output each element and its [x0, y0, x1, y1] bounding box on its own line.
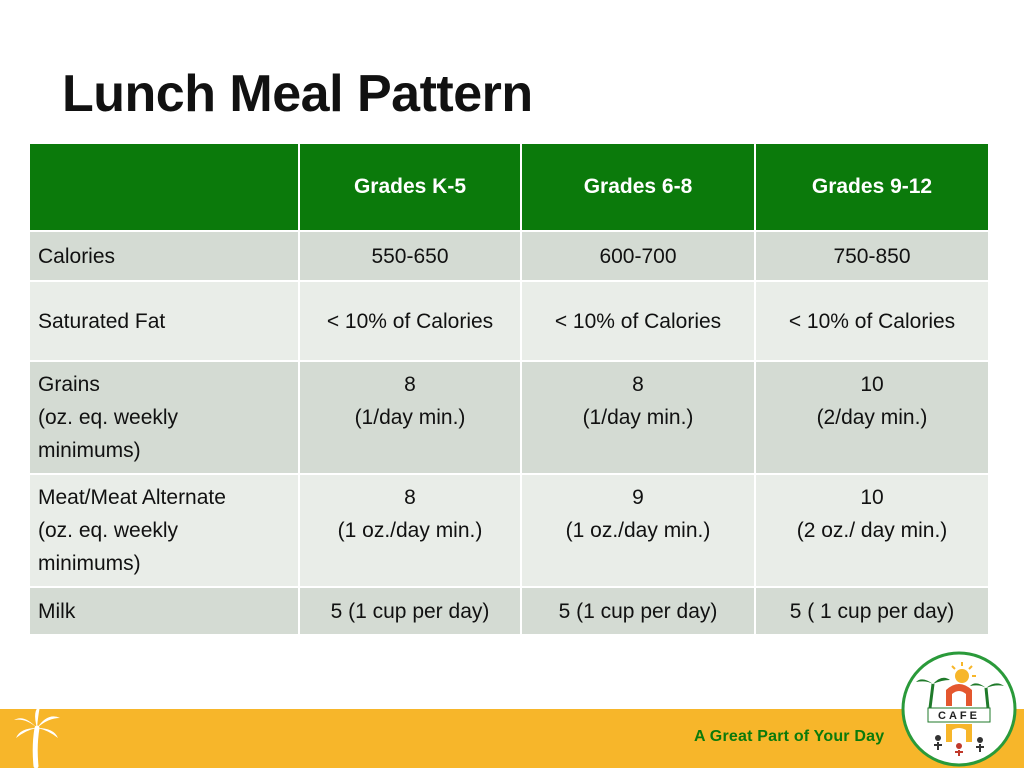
header-grades-9-12: Grades 9-12: [754, 142, 990, 232]
row-label: Milk: [28, 586, 300, 636]
slide-title: Lunch Meal Pattern: [62, 65, 533, 123]
meal-pattern-table: Grades K-5 Grades 6-8 Grades 9-12 Calori…: [28, 142, 990, 636]
header-grades-6-8: Grades 6-8: [520, 142, 756, 232]
row-label: Saturated Fat: [28, 280, 300, 362]
table-cell: 8 (1 oz./day min.): [298, 473, 522, 588]
table-cell: 10 (2 oz./ day min.): [754, 473, 990, 588]
table-row-meat: Meat/Meat Alternate (oz. eq. weekly mini…: [28, 473, 990, 588]
header-empty: [28, 142, 300, 232]
table-cell: 600-700: [520, 230, 756, 282]
table-row-milk: Milk 5 (1 cup per day) 5 (1 cup per day)…: [28, 586, 990, 636]
cafe-logo-icon: CAFE: [901, 651, 1017, 767]
table-cell: < 10% of Calories: [520, 280, 756, 362]
table-cell: 8 (1/day min.): [298, 360, 522, 475]
table-header-row: Grades K-5 Grades 6-8 Grades 9-12: [28, 142, 990, 232]
table-cell: 5 ( 1 cup per day): [754, 586, 990, 636]
table-cell: 10 (2/day min.): [754, 360, 990, 475]
table-row-calories: Calories 550-650 600-700 750-850: [28, 230, 990, 282]
row-label: Calories: [28, 230, 300, 282]
table-cell: 5 (1 cup per day): [298, 586, 522, 636]
table-cell: < 10% of Calories: [754, 280, 990, 362]
table-cell: 8 (1/day min.): [520, 360, 756, 475]
row-label: Meat/Meat Alternate (oz. eq. weekly mini…: [28, 473, 300, 588]
table-cell: 750-850: [754, 230, 990, 282]
table-row-grains: Grains (oz. eq. weekly minimums) 8 (1/da…: [28, 360, 990, 475]
table-cell: 5 (1 cup per day): [520, 586, 756, 636]
table-cell: 550-650: [298, 230, 522, 282]
tagline: A Great Part of Your Day: [694, 728, 885, 745]
table-cell: 9 (1 oz./day min.): [520, 473, 756, 588]
footer-band: [0, 709, 1024, 768]
palm-tree-icon: [14, 706, 60, 768]
row-label: Grains (oz. eq. weekly minimums): [28, 360, 300, 475]
header-grades-k-5: Grades K-5: [298, 142, 522, 232]
logo-text: CAFE: [938, 710, 980, 722]
table-cell: < 10% of Calories: [298, 280, 522, 362]
table-row-saturated-fat: Saturated Fat < 10% of Calories < 10% of…: [28, 280, 990, 362]
